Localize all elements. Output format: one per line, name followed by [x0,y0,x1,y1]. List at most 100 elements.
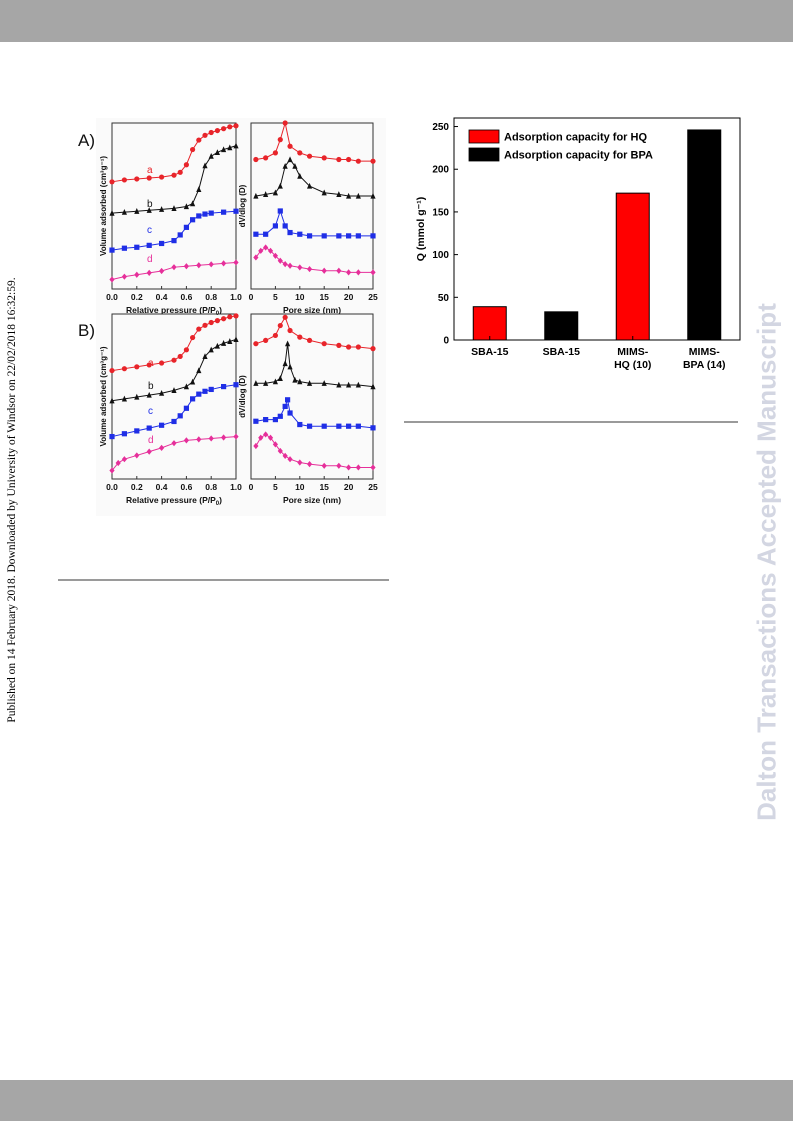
psd-point-b [355,192,361,199]
isotherm-point-d [109,467,115,474]
psd-point-a [297,334,303,340]
bar-plot-frame [453,117,741,341]
psd-point-b [297,172,303,179]
psd-point-c [355,423,361,429]
legend-label: Adsorption capacity for HQ [504,132,647,144]
psd-point-d [272,441,278,448]
bar-y-axis-label: Q (mmol g⁻¹) [415,197,427,261]
psd-point-c [253,231,259,237]
isotherm-y-axis-label: Volume adsorbed (cm³g⁻¹) [99,346,108,446]
psd-point-a [272,332,278,339]
psd-point-c [346,423,352,429]
psd-point-c [282,403,288,409]
psd-point-a [346,156,352,163]
isotherm-point-d [196,262,202,269]
psd-point-a [282,314,288,320]
psd-point-a [253,341,259,347]
psd-point-a [370,346,376,352]
isotherm-point-b [227,338,233,344]
isotherm-point-d [171,440,177,447]
isotherm-point-a [183,347,189,353]
isotherm-point-c [190,396,196,402]
isotherm-series-line-a [111,125,237,183]
category-label: SBA-15 [543,346,581,358]
isotherm-point-c [221,209,227,215]
isotherm-point-a [134,176,140,182]
x-tick-label: 10 [295,482,305,492]
isotherm-point-b [134,208,140,214]
panel-label: A) [78,131,95,150]
isotherm-point-d [183,437,189,444]
category-label: SBA-15 [471,346,509,358]
isotherm-point-d [221,434,227,441]
x-tick-label: 15 [319,292,329,302]
psd-point-b [321,380,327,386]
psd-point-a [336,156,342,163]
isotherm-point-b [171,387,177,393]
isotherm-point-c [134,244,140,250]
psd-point-d [306,461,313,468]
psd-point-a [282,120,288,126]
psd-point-b [282,162,288,169]
category-label: HQ (10) [614,359,651,371]
isotherm-x-axis-label: Relative pressure (P/P0) [126,495,222,507]
isotherm-point-b [109,397,115,404]
isotherm-point-d [121,273,127,280]
psd-point-b [336,381,342,388]
psd-point-b [285,340,291,347]
isotherm-point-a [202,132,208,138]
isotherm-point-d [171,264,177,271]
psd-y-axis-label: dV/dlog (D) [238,184,247,227]
isotherm-point-b [121,208,127,215]
right-caption-rule [404,421,738,423]
psd-x-axis-label: Pore size (nm) [283,495,341,505]
series-letter-c: c [148,406,153,417]
isotherm-point-c [202,388,208,394]
x-tick-label: 0.6 [180,482,192,492]
footer-band [0,1080,793,1121]
x-tick-label: 1.0 [230,292,242,302]
isotherm-point-b [202,162,208,169]
psd-point-d [297,459,303,466]
isotherm-point-d [183,263,189,270]
psd-point-c [287,410,293,416]
isotherm-point-c [183,224,189,230]
x-tick-label: 0.0 [106,482,118,492]
x-tick-label: 1.0 [230,482,242,492]
isotherm-point-b [146,391,152,398]
psd-point-d [277,447,283,455]
isotherm-point-a [208,129,214,136]
psd-point-b [370,192,376,199]
x-tick-label: 0.0 [106,292,118,302]
isotherm-point-b [233,336,239,343]
isotherm-point-b [190,200,196,207]
psd-point-d [321,462,327,469]
bar [687,129,722,341]
psd-point-d [258,434,264,441]
psd-point-d [267,247,274,254]
isotherm-point-a [227,124,233,130]
isotherm-point-b [183,383,189,390]
isotherm-point-c [177,413,183,419]
isotherm-point-a [146,362,152,368]
isotherm-point-a [171,172,177,178]
isotherm-y-axis-label: Volume adsorbed (cm³g⁻¹) [99,156,108,256]
x-tick-label: 5 [273,292,278,302]
psd-point-d [355,269,361,276]
psd-point-c [370,233,376,239]
isotherm-point-d [146,448,152,455]
x-tick-label: 25 [368,292,378,302]
isotherm-point-c [109,247,115,253]
isotherm-point-a [183,162,189,168]
isotherm-point-b [214,149,220,156]
psd-point-b [287,363,293,370]
isotherm-point-c [134,428,140,434]
isotherm-point-a [202,322,208,328]
psd-point-b [282,360,288,367]
isotherm-point-b [134,393,140,400]
isotherm-point-a [159,174,165,180]
isotherm-point-a [196,137,202,143]
psd-point-d [282,261,288,268]
series-letter-a: a [148,358,154,369]
